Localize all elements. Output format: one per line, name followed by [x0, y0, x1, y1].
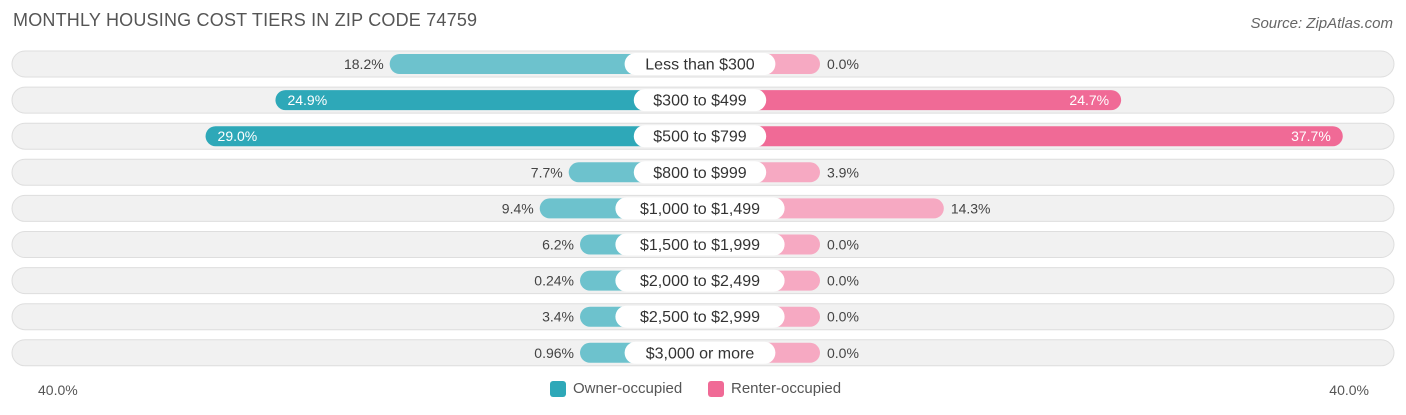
legend-renter-swatch: [708, 380, 724, 397]
axis-left-label: 40.0%: [38, 382, 78, 398]
category-pill: [624, 53, 776, 75]
value-label-renter: 37.7%: [1291, 128, 1331, 144]
legend-renter: Renter-occupied: [708, 380, 841, 397]
value-label-renter: 0.0%: [827, 345, 859, 361]
value-label-owner: 0.96%: [534, 345, 574, 361]
value-label-renter: 3.9%: [827, 164, 859, 180]
category-label: $1,500 to $1,999: [640, 237, 760, 254]
category-pill: [615, 269, 785, 292]
legend-owner-swatch: [550, 380, 566, 397]
category-pill: [624, 341, 776, 364]
bar-renter: [700, 126, 1343, 147]
chart-title: MONTHLY HOUSING COST TIERS IN ZIP CODE 7…: [13, 10, 478, 30]
legend-renter-label: Renter-occupied: [731, 380, 842, 397]
category-pill: [615, 233, 785, 256]
legend-owner-label: Owner-occupied: [573, 380, 683, 397]
value-label-owner: 0.24%: [534, 273, 574, 289]
category-label: $3,000 or more: [646, 345, 755, 362]
value-label-renter: 14.3%: [951, 200, 991, 216]
value-label-renter: 0.0%: [827, 309, 859, 325]
axis-right-label: 40.0%: [1329, 382, 1369, 398]
value-label-renter: 0.0%: [827, 56, 859, 72]
value-label-owner: 6.2%: [542, 237, 574, 253]
category-pill: [633, 161, 767, 184]
bar-owner: [205, 126, 701, 147]
category-pill: [615, 305, 785, 328]
value-label-owner: 18.2%: [344, 56, 384, 72]
value-label-owner: 9.4%: [502, 200, 534, 216]
value-label-renter: 0.0%: [827, 273, 859, 289]
category-pill: [615, 197, 785, 220]
chart-canvas: Less than $300 18.2% 0.0% $300 to $499 24.9%…: [11, 50, 1395, 367]
value-label-owner: 7.7%: [531, 164, 563, 180]
category-label: $500 to $799: [653, 129, 747, 146]
category-label: $1,000 to $1,499: [640, 201, 760, 218]
category-label: $800 to $999: [653, 165, 747, 182]
category-label: Less than $300: [645, 57, 755, 74]
value-label-owner: 3.4%: [542, 309, 574, 325]
bar-owner: [275, 90, 700, 111]
bar-renter: [700, 90, 1122, 111]
chart-source: Source: ZipAtlas.com: [1250, 15, 1393, 32]
value-label-renter: 24.7%: [1069, 92, 1109, 108]
legend-owner: Owner-occupied: [550, 380, 682, 397]
value-label-owner: 24.9%: [287, 92, 327, 108]
bar-owner: [389, 54, 700, 74]
category-label: $2,500 to $2,999: [640, 309, 760, 326]
category-pill: [633, 89, 767, 112]
category-pill: [633, 125, 767, 148]
category-label: $300 to $499: [653, 93, 747, 110]
value-label-renter: 0.0%: [827, 237, 859, 253]
category-label: $2,000 to $2,499: [640, 273, 760, 290]
value-label-owner: 29.0%: [218, 128, 258, 144]
